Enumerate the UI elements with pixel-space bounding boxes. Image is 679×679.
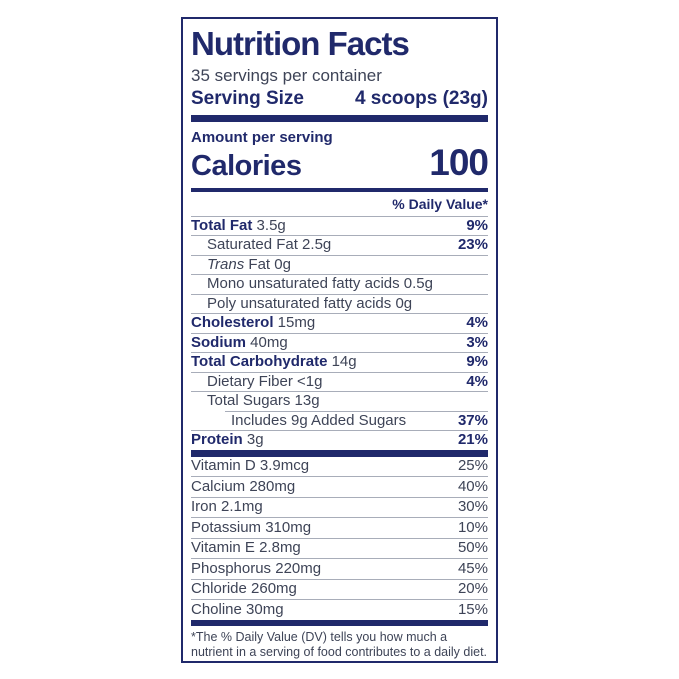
nutrient-dv: 23% [457, 236, 488, 254]
nutrient-row-poly-unsaturated: Poly unsaturated fatty acids 0g [191, 293, 488, 314]
nutrient-name: Poly unsaturated fatty acids 0g [207, 294, 413, 312]
nutrient-name: Cholesterol 15mg [191, 314, 316, 332]
nutrient-name: Total Carbohydrate 14g [191, 353, 357, 371]
calories-row: Calories 100 [191, 141, 489, 183]
nutrient-name: Trans Fat 0g [207, 255, 291, 273]
vitamin-name: Choline 30mg [191, 600, 284, 618]
nutrient-name: Sodium 40mg [191, 333, 288, 351]
thick-divider [191, 449, 488, 457]
medium-divider [191, 187, 488, 192]
nutrient-dv: 37% [457, 411, 488, 429]
nutrient-row-protein: Protein 3g 21% [191, 430, 488, 450]
nutrient-row-sodium: Sodium 40mg 3% [191, 332, 488, 353]
vitamin-name: Vitamin E 2.8mg [191, 539, 301, 557]
nutrient-dv: 4% [466, 314, 488, 332]
nutrient-name: Includes 9g Added Sugars [231, 411, 407, 429]
nutrient-name: Total Sugars 13g [207, 392, 320, 410]
nutrient-dv: 4% [466, 372, 488, 390]
servings-per-container: 35 servings per container [191, 65, 382, 85]
vitamin-dv: 15% [457, 600, 488, 618]
vitamin-dv: 25% [457, 457, 488, 475]
vitamin-name: Chloride 260mg [191, 580, 297, 598]
vitamin-name: Phosphorus 220mg [191, 559, 322, 577]
daily-value-footnote: *The % Daily Value (DV) tells you how mu… [191, 629, 488, 661]
serving-size-value: 4 scoops (23g) [354, 87, 488, 109]
nutrient-row-total-carbohydrate: Total Carbohydrate 14g 9% [191, 352, 488, 372]
serving-size-label: Serving Size [191, 87, 304, 109]
vitamin-row-potassium: Potassium 310mg 10% [191, 517, 488, 538]
vitamin-name: Iron 2.1mg [191, 498, 263, 516]
vitamin-dv: 45% [457, 559, 488, 577]
label-title: Nutrition Facts [191, 25, 410, 62]
nutrition-facts-label: Nutrition Facts 35 servings per containe… [181, 17, 498, 663]
nutrient-row-mono-unsaturated: Mono unsaturated fatty acids 0.5g [191, 274, 488, 294]
nutrient-row-dietary-fiber: Dietary Fiber <1g 4% [191, 371, 488, 392]
calories-value: 100 [429, 141, 489, 183]
serving-size-row: Serving Size 4 scoops (23g) [191, 88, 488, 110]
nutrient-name: Protein 3g [191, 431, 264, 449]
vitamin-row-vitamin-e: Vitamin E 2.8mg 50% [191, 537, 488, 559]
footnote-divider [191, 619, 488, 626]
vitamin-dv: 20% [457, 580, 488, 598]
calories-label: Calories [191, 149, 302, 182]
nutrient-row-total-sugars: Total Sugars 13g [191, 391, 488, 411]
nutrient-name: Dietary Fiber <1g [207, 372, 323, 390]
nutrient-dv: 9% [466, 353, 488, 371]
nutrient-row-added-sugars: Includes 9g Added Sugars 37% [225, 410, 488, 431]
vitamin-dv: 10% [457, 518, 488, 536]
amount-per-serving-label: Amount per serving [191, 128, 333, 146]
nutrient-name: Total Fat 3.5g [191, 216, 286, 234]
nutrient-dv: 9% [466, 216, 488, 234]
vitamin-dv: 30% [457, 498, 488, 516]
nutrient-row-total-fat: Total Fat 3.5g 9% [191, 215, 488, 236]
nutrient-row-saturated-fat: Saturated Fat 2.5g 23% [191, 235, 488, 255]
daily-value-header: % Daily Value* [392, 195, 488, 212]
vitamin-row-iron: Iron 2.1mg 30% [191, 496, 488, 518]
nutrient-row-trans-fat: Trans Fat 0g [191, 254, 488, 275]
vitamin-row-phosphorus: Phosphorus 220mg 45% [191, 558, 488, 579]
nutrient-dv: 21% [457, 431, 488, 449]
vitamin-name: Calcium 280mg [191, 477, 296, 495]
vitamins-section: Vitamin D 3.9mcg 25% Calcium 280mg 40% I… [191, 457, 488, 620]
vitamin-dv: 40% [457, 477, 488, 495]
vitamin-row-chloride: Chloride 260mg 20% [191, 578, 488, 600]
vitamin-dv: 50% [457, 539, 488, 557]
thick-divider [191, 114, 488, 122]
vitamin-name: Potassium 310mg [191, 518, 312, 536]
nutrient-name: Saturated Fat 2.5g [207, 236, 332, 254]
vitamin-row-choline: Choline 30mg 15% [191, 599, 488, 620]
nutrient-dv: 3% [466, 333, 488, 351]
vitamin-row-calcium: Calcium 280mg 40% [191, 476, 488, 497]
nutrient-row-cholesterol: Cholesterol 15mg 4% [191, 313, 488, 333]
nutrient-name: Mono unsaturated fatty acids 0.5g [207, 275, 433, 293]
vitamin-row-vitamin-d: Vitamin D 3.9mcg 25% [191, 457, 488, 477]
vitamin-name: Vitamin D 3.9mcg [191, 457, 310, 475]
